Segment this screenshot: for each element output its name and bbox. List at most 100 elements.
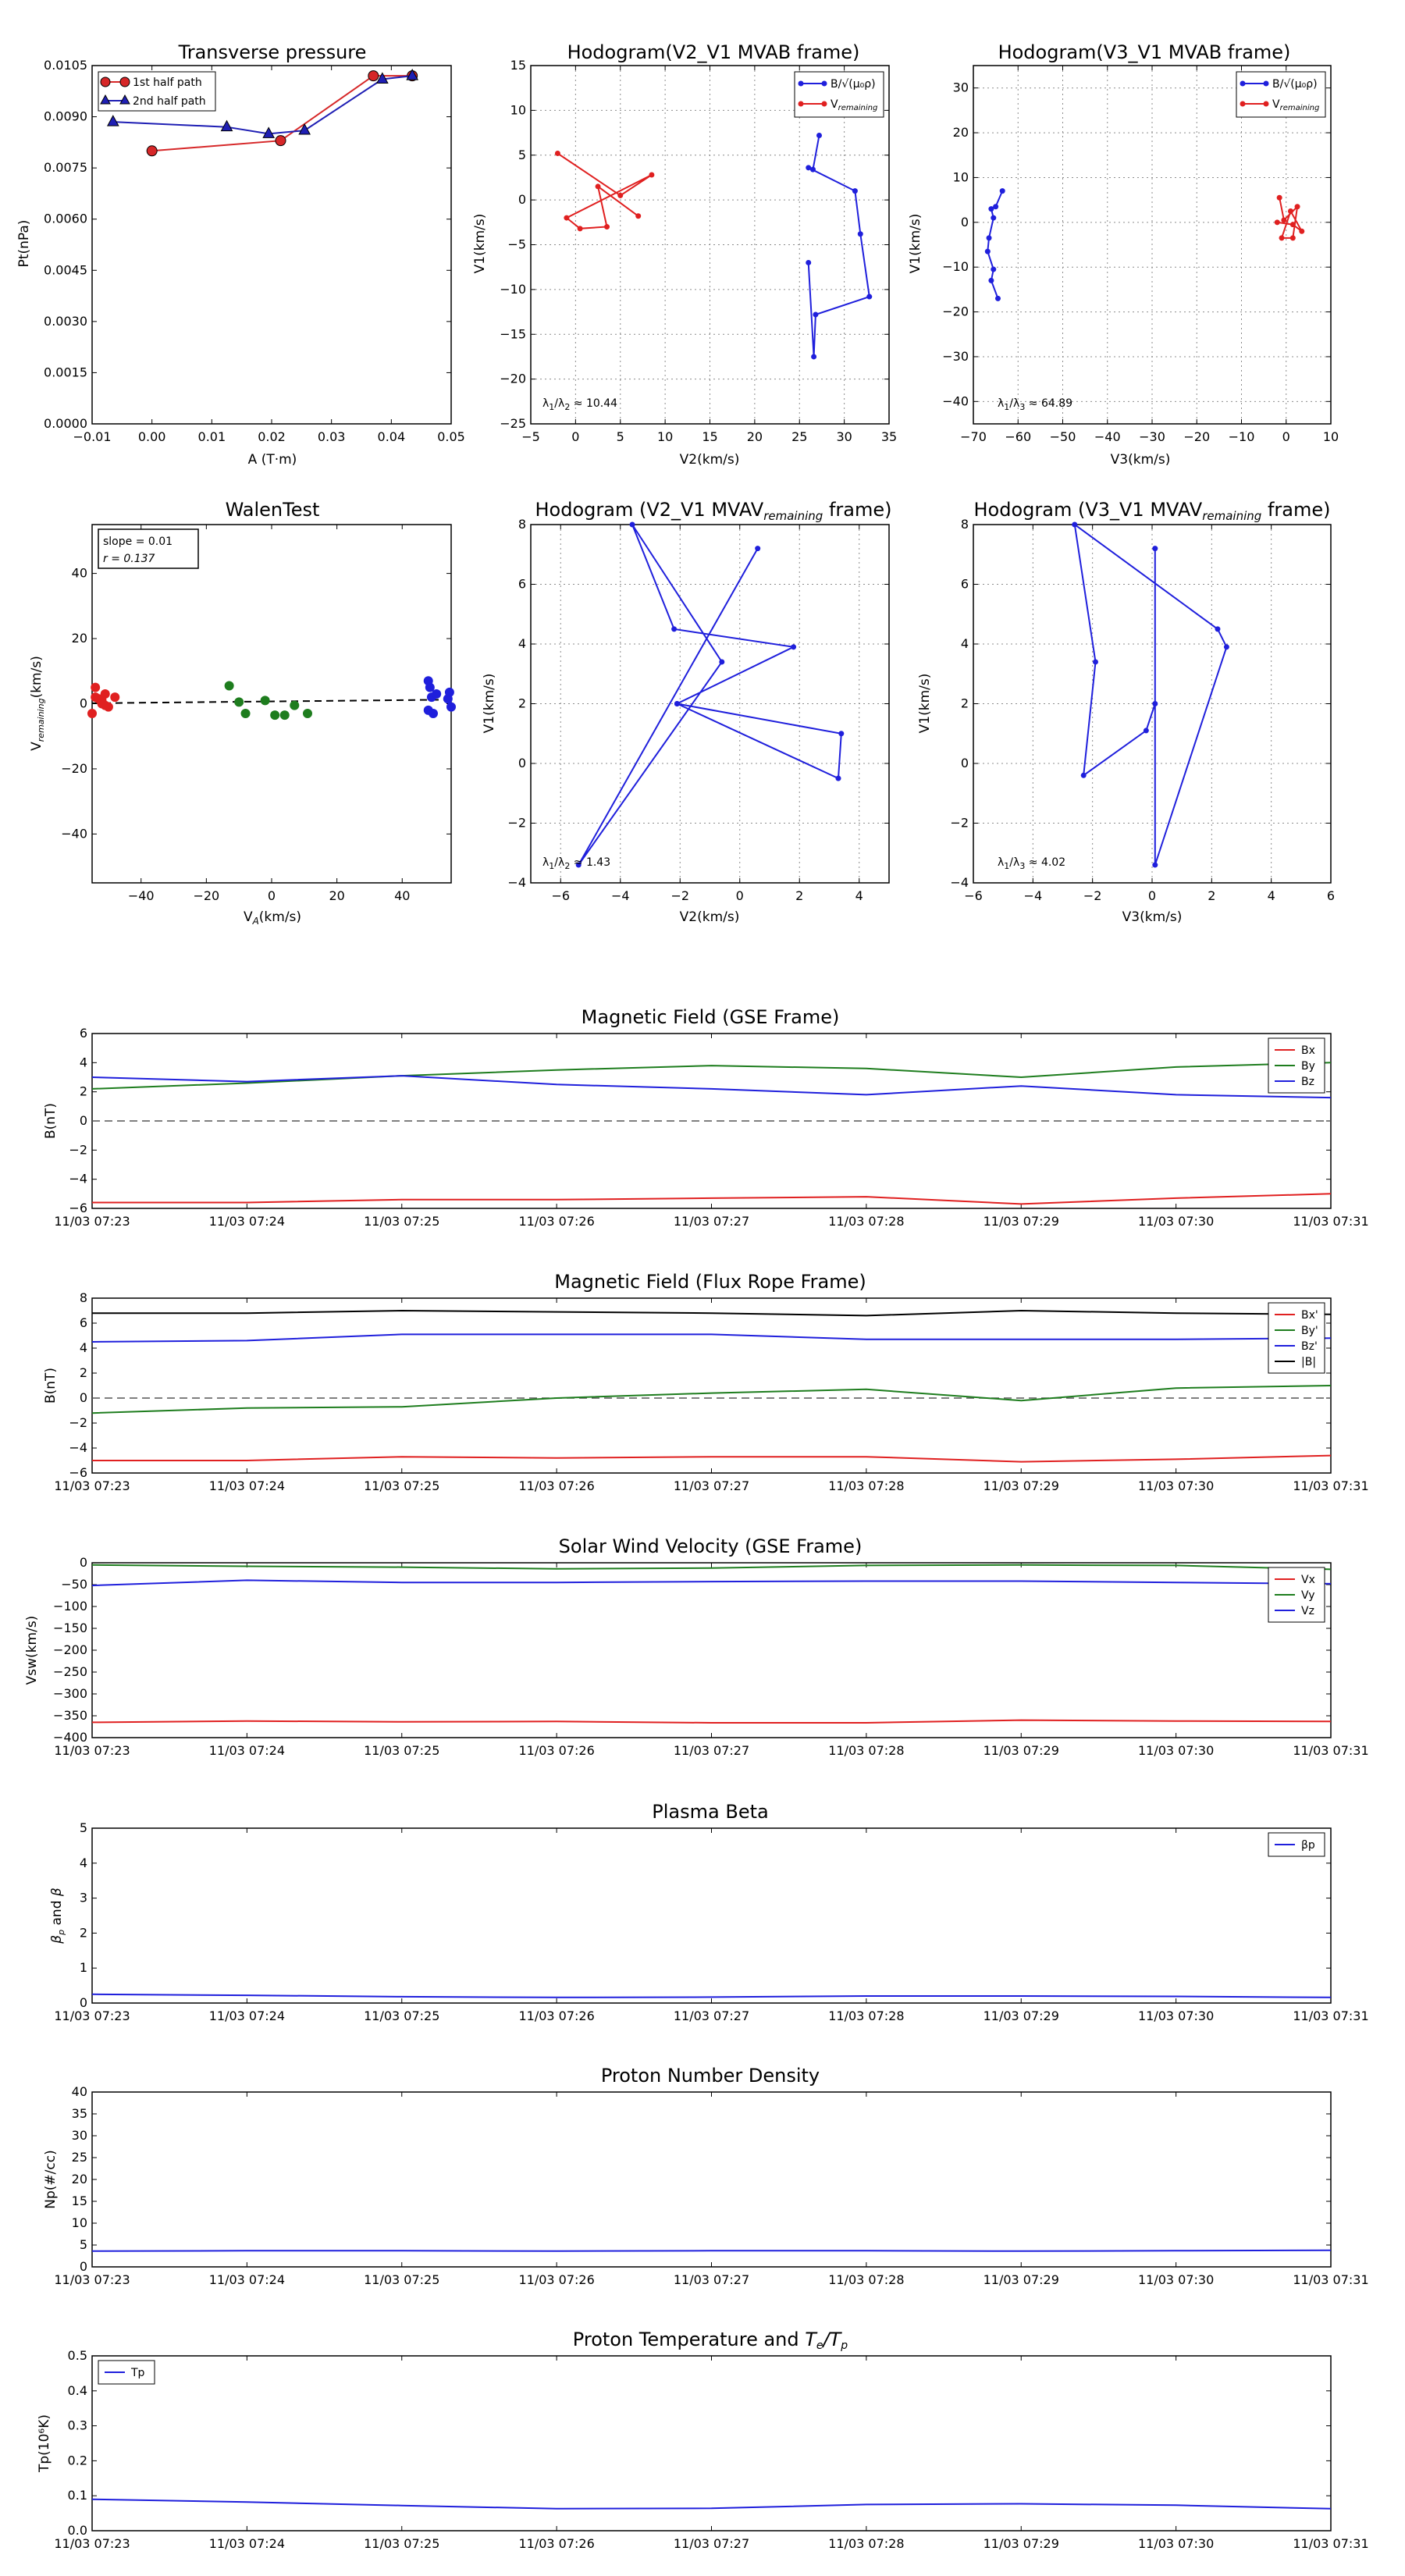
legend-marker [821,101,827,107]
x-tick-label: 11/03 07:24 [209,1214,285,1229]
x-tick-label: 25 [791,429,807,444]
panel-title: Proton Number Density [601,2065,820,2087]
legend-label: Vy [1301,1589,1315,1602]
y-axis-label: Np(#/cc) [43,2150,59,2208]
x-tick-label: 11/03 07:31 [1293,1743,1368,1758]
y-tick-label: 0 [961,756,969,770]
plot-area: 11/03 07:23 11/03 07:24 11/03 07:25 11/03 0… [54,1026,1368,1229]
x-tick-label: 11/03 07:24 [209,2008,285,2023]
y-tick-label: −4 [69,1172,87,1187]
y-tick-label: 0.1 [68,2488,87,2503]
data-point [290,700,300,710]
legend: B/√(μ₀ρ) Vremaining [1236,71,1326,118]
x-tick-label: 11/03 07:28 [828,1743,904,1758]
x-tick-label: −10 [1229,429,1255,444]
data-point [991,266,997,272]
data-point [809,166,816,173]
data-point [275,135,286,147]
x-tick-label: 11/03 07:30 [1138,1478,1214,1493]
y-tick-label: −4 [69,1440,87,1455]
data-point [813,311,819,318]
x-tick-label: 11/03 07:30 [1138,1214,1214,1229]
x-tick-label: 2 [1208,888,1215,903]
y-tick-label: 0.0015 [44,365,87,379]
x-tick-label: 2 [795,888,803,903]
x-tick-label: 11/03 07:26 [518,1214,594,1229]
x-tick-label: 11/03 07:31 [1293,2272,1368,2287]
y-tick-label: 0.0075 [44,160,87,175]
y-axis-label: Pt(nPa) [16,220,32,268]
series-line [91,1333,1332,1343]
x-axis-label: V2(km/s) [680,909,740,925]
y-tick-label: −2 [507,816,526,831]
legend-label: 1st half path [133,76,202,89]
series-line [91,2249,1332,2252]
data-point [1072,521,1078,528]
legend-marker [119,94,130,105]
y-tick-label: −4 [950,875,969,890]
panel-walen-test: WalenTest VA(km/s) Vremaining(km/s) −40−… [29,499,456,927]
data-point [984,248,991,254]
legend-label: B/√(μ₀ρ) [1272,78,1318,91]
y-tick-label: 0 [80,1555,87,1570]
data-point [857,231,863,237]
y-tick-label: −50 [61,1577,87,1592]
data-point [97,696,107,706]
legend-label: Bx' [1301,1309,1318,1322]
x-tick-label: 0.01 [198,429,226,444]
x-tick-label: 0 [268,888,276,903]
data-point [816,133,822,139]
x-tick-label: 11/03 07:30 [1138,2272,1214,2287]
series-line [112,75,413,135]
panel-title: Proton Temperature and Te/Tp [573,2329,848,2352]
y-axis-label: V1(km/s) [472,214,488,274]
data-point [649,172,655,178]
series-line [92,1193,1332,1205]
data-point [994,295,1001,301]
data-point [811,354,817,360]
y-tick-label: 30 [953,80,969,95]
y-tick-label: 3 [80,1891,87,1905]
eigenvalue-ratio: λ1/λ2 ≈ 10.44 [542,397,617,412]
panel-title: Hodogram(V3_V1 MVAB frame) [998,41,1291,63]
y-tick-label: 5 [80,2237,87,2252]
x-tick-label: 11/03 07:23 [54,2536,130,2551]
data-point [240,709,251,719]
legend-label: By [1301,1060,1315,1073]
y-tick-label: 2 [961,696,969,711]
data-point [838,731,845,737]
x-tick-label: 11/03 07:24 [209,1478,285,1493]
y-tick-label: −300 [53,1686,87,1701]
data-point [1289,222,1296,228]
y-tick-label: −40 [942,393,969,408]
legend-box [98,71,216,112]
x-tick-label: 11/03 07:26 [518,2008,594,2023]
y-tick-label: 0.2 [68,2453,87,2467]
y-tick-label: 10 [72,2215,87,2230]
data-point [1276,194,1282,201]
data-point [1143,728,1149,734]
data-point [988,277,994,283]
y-axis-label: βp and β [49,1888,66,1944]
data-point [1294,204,1300,210]
y-axis-label: V1(km/s) [482,674,497,734]
x-tick-label: 11/03 07:28 [828,1214,904,1229]
y-tick-label: 0.0090 [44,109,87,124]
legend-marker [798,101,804,107]
data-point [629,521,635,528]
eigenvalue-ratio: λ1/λ2 ≈ 1.43 [542,856,610,871]
data-point [446,702,456,712]
x-tick-label: 11/03 07:26 [518,2272,594,2287]
legend-marker [1263,101,1269,107]
y-tick-label: −6 [69,1201,87,1215]
legend: Bx By Bz [1268,1037,1325,1094]
y-tick-label: 0 [80,696,87,711]
y-tick-label: −100 [53,1599,87,1614]
x-tick-label: 30 [836,429,852,444]
legend-label: Tp [130,2367,145,2379]
panel-hodogram-v3-v1-mvav: Hodogram (V3_V1 MVAVremaining frame) V3(… [917,499,1335,925]
legend: Bx' By' Bz' |B| [1268,1302,1325,1374]
panel-title: Magnetic Field (Flux Rope Frame) [554,1271,866,1293]
x-tick-label: 11/03 07:26 [518,1478,594,1493]
y-tick-label: 20 [953,125,969,140]
